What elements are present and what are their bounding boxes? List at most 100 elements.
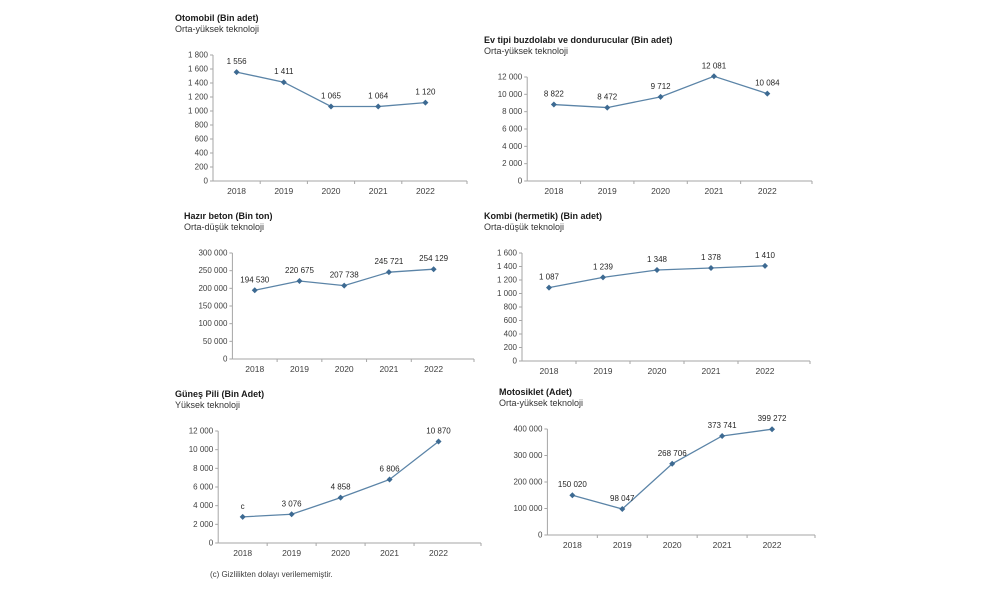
svg-text:c: c [241, 502, 245, 511]
svg-text:2020: 2020 [663, 540, 682, 550]
svg-text:3 076: 3 076 [282, 499, 303, 508]
svg-text:1 087: 1 087 [539, 273, 560, 282]
svg-text:300 000: 300 000 [198, 249, 227, 258]
svg-text:12 000: 12 000 [498, 73, 523, 82]
svg-text:2021: 2021 [702, 366, 721, 376]
chart-motosiklet: Motosiklet (Adet) Orta-yüksek teknoloji … [499, 387, 823, 555]
svg-text:1 200: 1 200 [188, 93, 209, 102]
svg-text:0: 0 [513, 357, 518, 366]
svg-text:2019: 2019 [594, 366, 613, 376]
svg-text:0: 0 [204, 177, 209, 186]
svg-text:2018: 2018 [233, 548, 252, 558]
svg-text:194 530: 194 530 [240, 275, 269, 284]
svg-text:600: 600 [504, 316, 518, 325]
svg-text:800: 800 [504, 303, 518, 312]
svg-text:1 600: 1 600 [497, 249, 518, 258]
svg-text:2022: 2022 [416, 186, 435, 196]
svg-text:207 738: 207 738 [330, 271, 359, 280]
svg-text:1 410: 1 410 [755, 251, 776, 260]
chart-subtitle: Orta-düşük teknoloji [484, 222, 565, 232]
svg-text:6 000: 6 000 [502, 125, 523, 134]
svg-text:268 706: 268 706 [658, 449, 687, 458]
svg-text:4 000: 4 000 [193, 501, 214, 510]
svg-text:50 000: 50 000 [203, 337, 228, 346]
svg-text:10 084: 10 084 [755, 79, 780, 88]
svg-text:2021: 2021 [713, 540, 732, 550]
chart-title: Otomobil (Bin adet) [175, 13, 259, 23]
svg-text:10 000: 10 000 [189, 445, 214, 454]
chart-otomobil: Otomobil (Bin adet) Orta-yüksek teknoloj… [175, 13, 475, 201]
line-chart-svg: 0 50 000 100 000 150 000 200 000 250 000 300 0… [198, 249, 475, 374]
svg-text:10 870: 10 870 [426, 427, 451, 436]
svg-text:100 000: 100 000 [513, 504, 542, 513]
chart-title: Güneş Pili (Bin Adet) [175, 389, 265, 399]
svg-text:400: 400 [504, 330, 518, 339]
svg-text:1 239: 1 239 [593, 262, 614, 271]
chart-subtitle: Orta-düşük teknoloji [184, 222, 265, 232]
line-chart-svg: 0 2 000 4 000 6 000 8 000 10 000 12 000 2018 201… [189, 427, 482, 558]
line-chart-svg: 0 2 000 4 000 6 000 8 000 10 000 12 000 2018 201… [498, 61, 813, 196]
svg-text:2020: 2020 [648, 366, 667, 376]
svg-text:220 675: 220 675 [285, 266, 314, 275]
svg-text:600: 600 [195, 135, 209, 144]
svg-text:400 000: 400 000 [513, 425, 542, 434]
svg-text:373 741: 373 741 [708, 421, 737, 430]
svg-text:10 000: 10 000 [498, 90, 523, 99]
chart-title: Motosiklet (Adet) [499, 387, 572, 397]
chart-subtitle: Orta-yüksek teknoloji [499, 398, 584, 408]
svg-text:200 000: 200 000 [513, 478, 542, 487]
svg-text:0: 0 [538, 531, 543, 540]
svg-text:2 000: 2 000 [193, 520, 214, 529]
svg-text:1 000: 1 000 [497, 289, 518, 298]
svg-text:2019: 2019 [274, 186, 293, 196]
svg-text:1 378: 1 378 [701, 253, 722, 262]
svg-text:1 400: 1 400 [188, 79, 209, 88]
svg-text:8 472: 8 472 [597, 93, 618, 102]
svg-text:0: 0 [223, 355, 228, 364]
chart-gunes-pili: Güneş Pili (Bin Adet) Yüksek teknoloji 0… [175, 389, 489, 563]
svg-text:300 000: 300 000 [513, 451, 542, 460]
svg-text:1 400: 1 400 [497, 262, 518, 271]
svg-text:98 047: 98 047 [610, 494, 635, 503]
svg-text:12 000: 12 000 [189, 427, 214, 436]
svg-text:2019: 2019 [598, 186, 617, 196]
svg-text:2021: 2021 [380, 548, 399, 558]
svg-text:2020: 2020 [651, 186, 670, 196]
svg-text:4 000: 4 000 [502, 142, 523, 151]
svg-text:1 064: 1 064 [368, 92, 389, 101]
svg-text:2019: 2019 [282, 548, 301, 558]
svg-text:9 712: 9 712 [651, 82, 672, 91]
svg-text:150 020: 150 020 [558, 480, 587, 489]
chart-title: Kombi (hermetik) (Bin adet) [484, 211, 603, 221]
line-chart-svg: 0 200 400 600 800 1 000 1 200 1 400 1 600 1 800 20… [188, 51, 468, 196]
svg-text:2018: 2018 [544, 186, 563, 196]
svg-text:12 081: 12 081 [702, 61, 727, 70]
svg-text:1 200: 1 200 [497, 276, 518, 285]
svg-text:250 000: 250 000 [198, 266, 227, 275]
svg-text:2022: 2022 [758, 186, 777, 196]
chart-kombi: Kombi (hermetik) (Bin adet) Orta-düşük t… [484, 211, 818, 381]
svg-text:254 129: 254 129 [419, 254, 448, 263]
svg-text:2020: 2020 [322, 186, 341, 196]
svg-text:0: 0 [209, 539, 214, 548]
svg-text:2019: 2019 [290, 364, 309, 374]
chart-title: Ev tipi buzdolabı ve dondurucular (Bin a… [484, 35, 673, 45]
svg-text:8 000: 8 000 [502, 107, 523, 116]
svg-text:2020: 2020 [331, 548, 350, 558]
svg-text:2018: 2018 [563, 540, 582, 550]
chart-subtitle: Yüksek teknoloji [175, 400, 241, 410]
chart-subtitle: Orta-yüksek teknoloji [484, 46, 569, 56]
svg-text:400: 400 [195, 149, 209, 158]
svg-text:2018: 2018 [227, 186, 246, 196]
chart-hazir-beton: Hazır beton (Bin ton) Orta-düşük teknolo… [184, 211, 482, 379]
svg-text:1 348: 1 348 [647, 255, 668, 264]
svg-text:6 000: 6 000 [193, 483, 214, 492]
svg-text:4 858: 4 858 [331, 483, 352, 492]
svg-text:2021: 2021 [369, 186, 388, 196]
svg-text:2022: 2022 [756, 366, 775, 376]
svg-text:1 556: 1 556 [227, 57, 248, 66]
svg-text:8 000: 8 000 [193, 464, 214, 473]
svg-text:2021: 2021 [379, 364, 398, 374]
svg-text:2022: 2022 [763, 540, 782, 550]
